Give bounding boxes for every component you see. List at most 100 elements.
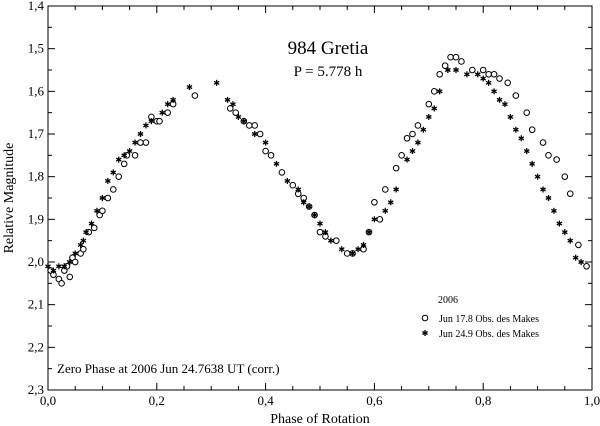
axis-ticks	[47, 5, 593, 391]
point-asterisk	[512, 126, 519, 133]
point-asterisk	[273, 160, 280, 167]
point-asterisk	[115, 156, 122, 163]
point-asterisk	[491, 88, 498, 95]
y-tick-label: 2,1	[28, 297, 44, 312]
x-tick-label: 0,0	[40, 393, 56, 408]
point-circle	[115, 173, 123, 180]
point-asterisk	[409, 148, 416, 155]
point-circle	[504, 79, 511, 87]
point-circle	[479, 66, 487, 74]
point-asterisk	[251, 131, 258, 137]
point-circle	[398, 152, 405, 159]
point-circle	[80, 245, 87, 253]
point-circle	[267, 152, 275, 159]
point-circle	[496, 75, 503, 82]
point-asterisk	[480, 75, 487, 82]
point-asterisk	[55, 263, 62, 270]
point-asterisk	[371, 216, 378, 223]
point-asterisk	[556, 220, 563, 227]
y-tick-label: 2,0	[28, 254, 44, 269]
x-axis-label: Phase of Rotation	[270, 412, 370, 426]
point-circle	[226, 105, 234, 112]
point-asterisk	[518, 135, 525, 142]
y-axis-label: Relative Magnitude	[2, 143, 17, 254]
point-asterisk	[164, 101, 171, 108]
point-asterisk	[88, 220, 95, 227]
point-circle	[278, 169, 286, 176]
point-asterisk	[80, 237, 87, 244]
point-circle	[430, 88, 438, 95]
point-asterisk	[463, 71, 470, 78]
point-circle	[131, 152, 139, 159]
point-circle	[256, 130, 264, 138]
point-circle	[583, 262, 590, 270]
point-asterisk	[262, 139, 269, 146]
point-circle	[142, 139, 150, 146]
point-circle	[245, 122, 253, 129]
point-asterisk	[186, 84, 193, 91]
point-asterisk	[502, 101, 508, 108]
point-circle	[512, 92, 520, 99]
point-circle	[371, 198, 378, 206]
point-asterisk	[300, 199, 307, 206]
point-asterisk	[235, 113, 242, 120]
point-circle	[392, 164, 400, 172]
point-asterisk	[61, 263, 68, 270]
point-asterisk	[295, 186, 302, 193]
point-circle	[289, 181, 297, 189]
point-circle	[156, 117, 163, 125]
point-asterisk	[540, 186, 546, 193]
point-circle	[575, 241, 582, 249]
point-asterisk	[523, 148, 530, 155]
point-circle	[90, 224, 98, 232]
point-asterisk	[224, 96, 231, 103]
x-tick-label: 1,0	[584, 393, 600, 408]
point-asterisk	[213, 79, 220, 86]
y-tick-label: 1,7	[28, 126, 45, 141]
point-asterisk	[142, 122, 149, 129]
legend-entry-1: Jun 24.9 Obs. des Makes	[439, 329, 539, 340]
point-circle	[490, 70, 498, 78]
point-circle	[485, 70, 492, 78]
point-circle	[458, 58, 465, 65]
y-tick-label: 1,4	[28, 0, 45, 13]
point-circle	[447, 53, 454, 61]
point-asterisk	[240, 118, 247, 125]
point-asterisk	[104, 177, 111, 184]
point-asterisk	[126, 148, 133, 155]
point-asterisk	[387, 199, 394, 206]
data-points	[45, 53, 590, 287]
point-circle	[120, 160, 128, 168]
point-asterisk	[99, 195, 106, 201]
point-asterisk	[420, 126, 427, 133]
x-tick-labels: 0,0 0,2 0,4 0,6 0,8 1,0	[40, 393, 600, 408]
point-asterisk	[393, 186, 400, 193]
point-asterisk	[349, 250, 356, 257]
point-asterisk	[360, 241, 367, 248]
point-asterisk	[72, 250, 79, 257]
point-circle	[528, 126, 536, 134]
point-circle	[566, 190, 574, 198]
point-asterisk	[355, 246, 362, 253]
point-asterisk	[561, 229, 568, 236]
x-tick-label: 0,2	[149, 393, 165, 408]
point-asterisk	[306, 203, 313, 210]
point-asterisk	[110, 169, 117, 176]
point-circle	[66, 273, 74, 281]
point-asterisk	[230, 101, 236, 108]
point-asterisk	[137, 131, 144, 137]
y-tick-label: 1,5	[28, 41, 44, 56]
chart-title: 984 Gretia	[288, 38, 369, 59]
legend-circle-mark	[421, 314, 429, 322]
legend-marker-asterisk	[422, 330, 428, 336]
point-asterisk	[170, 96, 177, 103]
point-asterisk	[382, 207, 389, 214]
point-asterisk	[311, 212, 318, 219]
y-tick-label: 1,9	[28, 211, 44, 226]
point-circle	[251, 122, 259, 129]
y-tick-label: 2,3	[28, 382, 44, 397]
point-asterisk	[496, 96, 503, 103]
legend: 2006 Jun 17.8 Obs. des Makes Jun 24.9 Ob…	[421, 295, 539, 340]
point-asterisk	[284, 177, 291, 184]
point-circle	[232, 109, 239, 116]
